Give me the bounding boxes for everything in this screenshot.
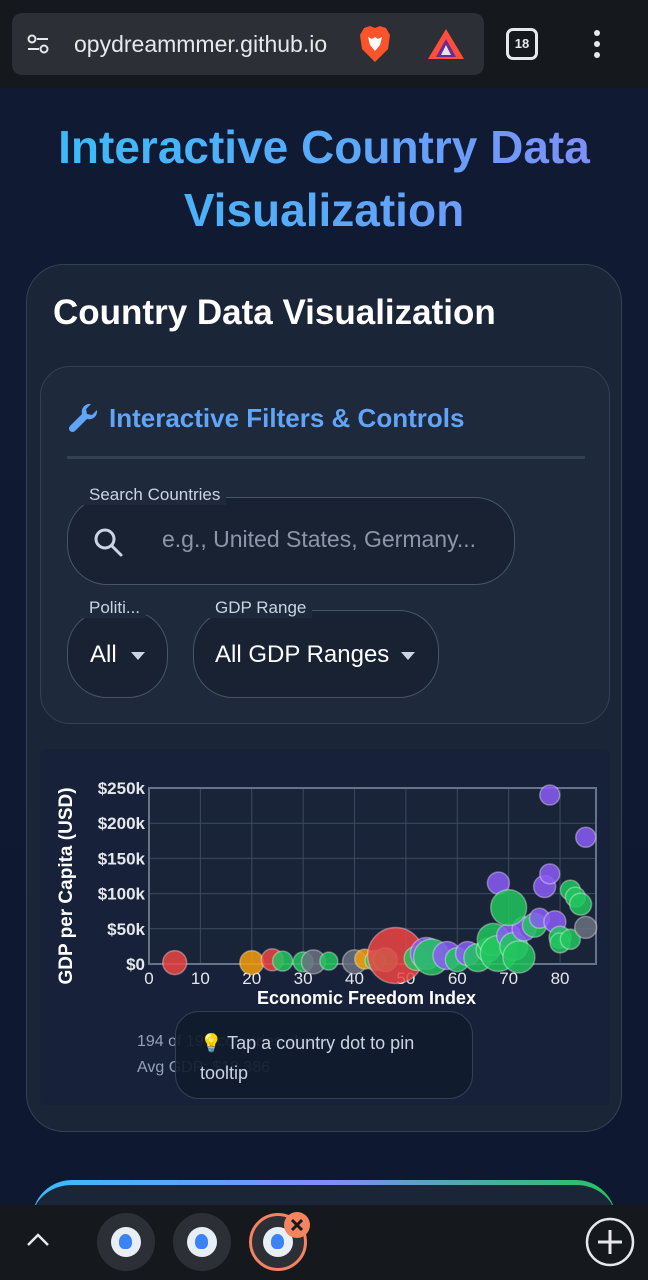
browser-toolbar: opydreammmer.github.io 18 [0,0,648,88]
x-tick-label: 60 [448,969,467,988]
y-tick-label: $150k [98,849,146,868]
chevron-up-icon[interactable] [26,1231,50,1247]
x-axis-label: Economic Freedom Index [257,988,476,1008]
data-point[interactable] [559,928,582,951]
divider [67,456,585,459]
data-point[interactable] [539,863,561,885]
gdp-range-select[interactable]: All GDP Ranges [193,610,439,698]
political-label: Politi... [83,598,147,618]
wrench-icon [68,403,98,433]
close-tab-icon[interactable] [284,1212,310,1238]
x-tick-label: 30 [294,969,313,988]
card-title: Country Data Visualization [53,293,496,332]
data-point[interactable] [574,826,597,849]
search-input[interactable]: e.g., United States, Germany... [67,497,515,585]
x-tick-label: 80 [551,969,570,988]
data-point[interactable] [539,784,561,806]
gdp-range-select-value: All GDP Ranges [215,641,390,668]
chart-container: 01020304050607080$0$50k$100k$150k$200k$2… [40,749,610,1105]
y-axis-label: GDP per Capita (USD) [56,787,77,984]
y-tick-label: $250k [98,779,146,798]
more-vertical-icon[interactable] [590,28,604,60]
y-tick-label: $50k [107,920,145,939]
search-placeholder: e.g., United States, Germany... [162,526,477,552]
add-tab-icon[interactable] [584,1216,636,1268]
tabs-icon[interactable]: 18 [506,28,538,60]
address-bar[interactable]: opydreammmer.github.io [12,13,484,75]
x-tick-label: 20 [242,969,261,988]
page-title: Interactive Country Data Visualization [30,116,618,242]
data-point[interactable] [502,940,536,974]
filters-panel: Interactive Filters & Controls e.g., Uni… [40,366,610,724]
political-select-value: All [90,641,117,668]
visualization-card: Country Data Visualization Interactive F… [26,264,622,1132]
data-point[interactable] [489,888,528,927]
tab-thumbnail[interactable] [173,1213,231,1271]
search-icon [94,528,123,557]
x-tick-label: 70 [499,969,518,988]
filters-heading-label: Interactive Filters & Controls [109,402,465,433]
x-tick-label: 0 [144,969,153,988]
data-point[interactable] [573,915,598,940]
chevron-down-icon [131,652,145,660]
browser-bottom-bar [0,1205,648,1280]
data-point[interactable] [568,892,593,916]
brave-rewards-icon[interactable] [426,27,466,61]
data-point[interactable] [239,949,265,976]
data-point[interactable] [271,950,294,972]
data-point[interactable] [161,949,188,976]
gdp-range-label: GDP Range [209,598,313,618]
data-point[interactable] [319,951,339,971]
y-tick-label: $100k [98,885,146,904]
tooltip-hint: 💡 Tap a country dot to pin tooltip [175,1011,473,1099]
brave-lion-icon[interactable] [358,25,392,63]
chevron-down-icon [401,652,415,660]
x-tick-label: 40 [345,969,364,988]
tab-thumbnail[interactable] [97,1213,155,1271]
page-content: Interactive Country Data Visualization C… [0,88,648,1205]
y-tick-label: $0 [126,955,145,974]
tab-thumbnail-active[interactable] [249,1213,307,1271]
tune-icon[interactable] [26,32,50,56]
political-select[interactable]: All [67,610,168,698]
x-tick-label: 10 [191,969,210,988]
y-tick-label: $200k [98,814,146,833]
filters-heading: Interactive Filters & Controls [67,401,464,435]
url-text[interactable]: opydreammmer.github.io [74,31,328,57]
next-card [32,1180,616,1205]
search-label: Search Countries [83,485,227,505]
scatter-chart[interactable]: 01020304050607080$0$50k$100k$150k$200k$2… [40,749,610,1105]
